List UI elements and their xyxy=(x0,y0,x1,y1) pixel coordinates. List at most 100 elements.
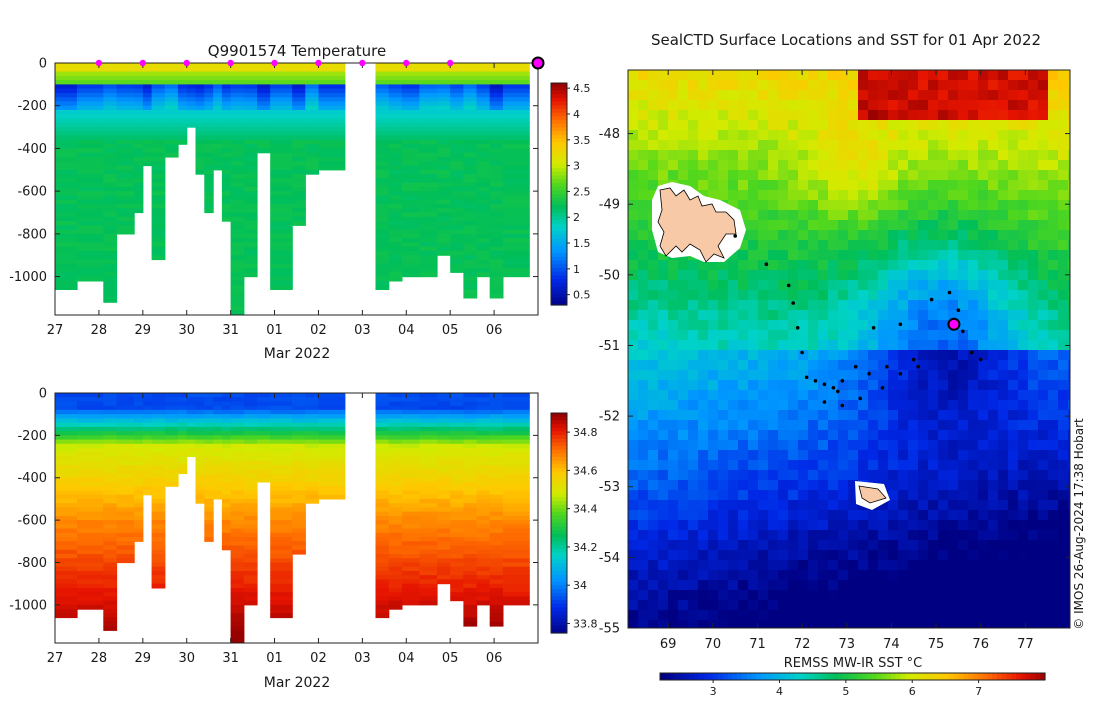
temperature-cell xyxy=(77,272,104,277)
sst-cell xyxy=(988,390,999,401)
sst-cell xyxy=(878,260,889,271)
sst-cell xyxy=(1048,340,1059,351)
temperature-cell xyxy=(196,119,205,124)
sst-cell xyxy=(658,470,669,481)
salinity-cell xyxy=(450,482,464,487)
sst-cell xyxy=(748,70,759,81)
sst-cell xyxy=(918,200,929,211)
sst-cell xyxy=(988,510,999,521)
sst-cell xyxy=(988,250,999,261)
temperature-cell xyxy=(402,131,420,136)
salinity-cell xyxy=(270,592,293,597)
temperature-cell xyxy=(389,127,403,132)
salinity-cell xyxy=(77,452,104,457)
sst-cell xyxy=(718,340,729,351)
temperature-cell xyxy=(389,170,403,175)
temperature-cell xyxy=(376,136,390,141)
sst-cell xyxy=(848,510,859,521)
temperature-cell xyxy=(450,110,464,115)
temperature-cell xyxy=(103,230,117,235)
sst-cell xyxy=(738,180,749,191)
sst-cell xyxy=(1018,410,1029,421)
sst-cell xyxy=(868,330,879,341)
temperature-cell xyxy=(305,89,319,94)
sst-cell xyxy=(968,450,979,461)
sst-cell xyxy=(828,200,839,211)
temperature-cell xyxy=(55,80,78,85)
salinity-cell xyxy=(463,440,477,445)
salinity-cell xyxy=(257,474,271,479)
temperature-xtick-label: 04 xyxy=(398,323,415,338)
salinity-cell xyxy=(257,469,271,474)
temperature-cell xyxy=(305,170,319,175)
temperature-cell xyxy=(270,80,293,85)
sst-cell xyxy=(858,190,869,201)
temperature-cell xyxy=(77,76,104,81)
salinity-cell xyxy=(419,499,437,504)
sst-cell xyxy=(798,310,809,321)
temperature-cell xyxy=(402,110,420,115)
sst-cell xyxy=(848,100,859,111)
salinity-cell xyxy=(463,512,477,517)
temperature-cell xyxy=(270,97,293,102)
sst-cell xyxy=(668,390,679,401)
temperature-cell xyxy=(55,170,78,175)
sst-cell xyxy=(978,230,989,241)
temperature-xtick-label: 30 xyxy=(178,323,195,338)
sst-cell xyxy=(938,520,949,531)
sst-cell xyxy=(848,70,859,81)
sst-cell xyxy=(1058,520,1069,531)
salinity-cell xyxy=(77,440,104,445)
sst-cell xyxy=(788,250,799,261)
sst-cell xyxy=(638,400,649,411)
temperature-cell xyxy=(134,80,143,85)
temperature-cell xyxy=(450,221,464,226)
salinity-cell xyxy=(490,431,504,436)
salinity-cell xyxy=(117,418,135,423)
salinity-cell xyxy=(117,491,135,496)
salinity-cell xyxy=(477,601,491,606)
salinity-cell xyxy=(402,418,420,423)
temperature-cell xyxy=(257,123,271,128)
salinity-cell xyxy=(503,575,530,580)
temperature-cell xyxy=(463,97,477,102)
salinity-cell xyxy=(244,495,258,500)
sst-cell xyxy=(718,120,729,131)
temperature-cell xyxy=(103,268,117,273)
sst-cell xyxy=(688,430,699,441)
temperature-cell xyxy=(389,174,403,179)
sst-cell xyxy=(918,280,929,291)
sst-cell xyxy=(1028,410,1039,421)
salinity-cell xyxy=(213,406,222,411)
sst-cell xyxy=(1048,470,1059,481)
sst-cell xyxy=(818,250,829,261)
sst-cell xyxy=(868,110,879,121)
salinity-cell xyxy=(134,465,143,470)
sst-cell xyxy=(748,330,759,341)
sst-cell xyxy=(948,440,959,451)
salinity-cell xyxy=(244,529,258,534)
sst-cell xyxy=(898,230,909,241)
sst-cell xyxy=(938,100,949,111)
temperature-cell xyxy=(463,213,477,218)
sst-cell xyxy=(1038,90,1049,101)
temperature-cell xyxy=(187,114,196,119)
temperature-cell xyxy=(117,153,135,158)
sst-cell xyxy=(868,440,879,451)
temperature-cell xyxy=(402,170,420,175)
temperature-cell xyxy=(402,251,420,256)
sst-cell xyxy=(898,430,909,441)
temperature-cell xyxy=(134,89,143,94)
salinity-cell xyxy=(389,423,403,428)
temperature-cell xyxy=(389,161,403,166)
salinity-cell xyxy=(402,533,420,538)
salinity-cell xyxy=(178,397,187,402)
sst-cell xyxy=(698,370,709,381)
salinity-cell xyxy=(196,440,205,445)
temperature-cell xyxy=(204,97,213,102)
temperature-cell xyxy=(204,106,213,111)
temperature-cell xyxy=(450,200,464,205)
salinity-cell xyxy=(319,402,346,407)
temperature-cell xyxy=(463,76,477,81)
sst-cell xyxy=(818,210,829,221)
